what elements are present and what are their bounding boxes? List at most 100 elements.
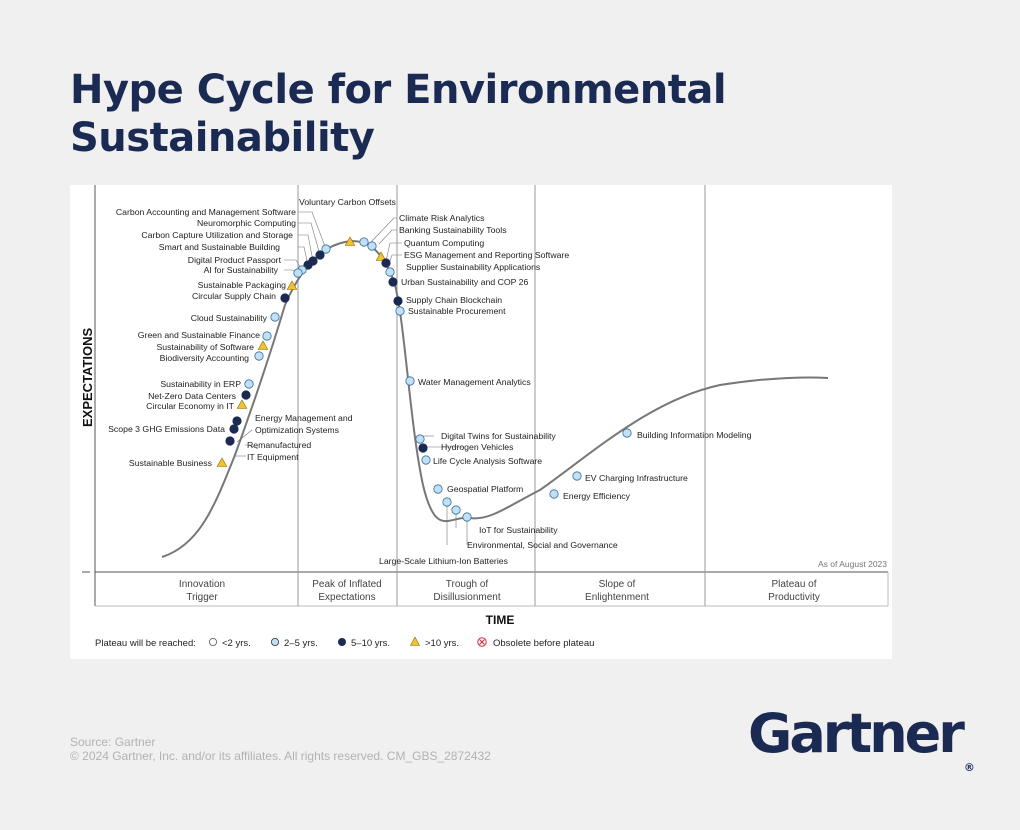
tech-label: AI for Sustainability <box>204 265 279 275</box>
marker-triangle-icon <box>286 280 298 290</box>
phase-label-5b: Productivity <box>768 592 820 603</box>
gartner-logo: Gartner® <box>748 702 975 775</box>
marker-light-blue-circle-icon <box>359 237 369 247</box>
legend-label: Plateau will be reached: <box>95 638 196 649</box>
tech-label: Water Management Analytics <box>418 377 531 387</box>
marker-light-blue-circle-icon <box>254 351 264 361</box>
tech-label: Energy Efficiency <box>563 491 631 501</box>
marker-triangle-icon <box>216 457 228 467</box>
registered-mark: ® <box>963 761 975 774</box>
legend-circle-white-icon <box>208 637 217 646</box>
tech-label: Climate Risk Analytics <box>399 213 485 223</box>
tech-label: Carbon Accounting and Management Softwar… <box>116 207 296 217</box>
marker-light-blue-circle-icon <box>395 306 405 316</box>
phase-label-2b: Expectations <box>318 592 375 603</box>
phase-label-1: Innovation <box>179 579 225 590</box>
tech-label: Sustainability of Software <box>156 342 254 352</box>
marker-navy-circle-icon <box>241 390 251 400</box>
x-axis-label: TIME <box>486 613 515 627</box>
tech-label: EV Charging Infrastructure <box>585 473 688 483</box>
marker-light-blue-circle-icon <box>321 244 331 254</box>
marker-navy-circle-icon <box>388 277 398 287</box>
tech-label: Building Information Modeling <box>637 430 752 440</box>
marker-navy-circle-icon <box>381 258 391 268</box>
source-note: Source: Gartner © 2024 Gartner, Inc. and… <box>70 735 491 763</box>
tech-label: Supplier Sustainability Applications <box>406 262 541 272</box>
copyright-text: © 2024 Gartner, Inc. and/or its affiliat… <box>70 749 491 763</box>
phase-label-1b: Trigger <box>186 592 218 603</box>
tech-label: Biodiversity Accounting <box>160 353 250 363</box>
tech-label: Scope 3 GHG Emissions Data <box>108 424 225 434</box>
legend-item-label: <2 yrs. <box>222 638 251 649</box>
tech-label: Life Cycle Analysis Software <box>433 456 542 466</box>
tech-label: IT Equipment <box>247 452 299 462</box>
phase-label-4b: Enlightenment <box>585 592 649 603</box>
y-axis-label: EXPECTATIONS <box>80 327 95 427</box>
marker-light-blue-circle-icon <box>622 428 632 438</box>
legend-item-label: >10 yrs. <box>425 638 459 649</box>
tech-label: Circular Supply Chain <box>192 291 276 301</box>
marker-triangle-icon <box>236 399 248 409</box>
tech-label: Green and Sustainable Finance <box>138 330 260 340</box>
tech-label: Banking Sustainability Tools <box>399 225 507 235</box>
legend: Plateau will be reached: <2 yrs. 2–5 yrs… <box>95 636 594 649</box>
legend-triangle-icon <box>410 636 420 646</box>
marker-triangle-icon <box>344 236 356 246</box>
tech-label: Large-Scale Lithium-Ion Batteries <box>379 556 509 566</box>
marker-light-blue-circle-icon <box>442 497 452 507</box>
tech-label: Remanufactured <box>247 440 311 450</box>
phase-label-3b: Disillusionment <box>433 592 500 603</box>
marker-light-blue-circle-icon <box>262 331 272 341</box>
legend-circle-navy-icon <box>337 637 346 646</box>
tech-label: Net-Zero Data Centers <box>148 391 237 401</box>
marker-light-blue-circle-icon <box>244 379 254 389</box>
leader-lines <box>234 211 468 545</box>
marker-light-blue-circle-icon <box>415 434 425 444</box>
tech-label: Quantum Computing <box>404 238 484 248</box>
marker-navy-circle-icon <box>280 293 290 303</box>
tech-label: Sustainable Packaging <box>198 280 287 290</box>
marker-light-blue-circle-icon <box>293 268 303 278</box>
page-title: Hype Cycle for Environmental Sustainabil… <box>70 67 727 161</box>
tech-label: Sustainable Business <box>129 458 213 468</box>
marker-light-blue-circle-icon <box>270 312 280 322</box>
tech-label: Cloud Sustainability <box>191 313 268 323</box>
tech-label: Smart and Sustainable Building <box>159 242 280 252</box>
marker-light-blue-circle-icon <box>367 241 377 251</box>
phase-label-5: Plateau of <box>771 579 816 590</box>
legend-item-label: 2–5 yrs. <box>284 638 318 649</box>
tech-label: Digital Product Passport <box>188 255 282 265</box>
marker-light-blue-circle-icon <box>385 267 395 277</box>
tech-label: Energy Management and <box>255 413 353 423</box>
legend-item-label: 5–10 yrs. <box>351 638 390 649</box>
marker-navy-circle-icon <box>229 424 239 434</box>
gartner-logo-text: Gartner <box>748 702 965 765</box>
marker-navy-circle-icon <box>315 250 325 260</box>
marker-navy-circle-icon <box>418 443 428 453</box>
marker-light-blue-circle-icon <box>405 376 415 386</box>
as-of-date: As of August 2023 <box>818 559 887 569</box>
tech-label: Circular Economy in IT <box>146 401 235 411</box>
legend-circle-light-blue-icon <box>270 637 279 646</box>
marker-triangle-icon <box>375 251 387 261</box>
tech-label: Geospatial Platform <box>447 484 523 494</box>
marker-light-blue-circle-icon <box>572 471 582 481</box>
tech-label: Voluntary Carbon Offsets <box>299 197 397 207</box>
tech-label: Hydrogen Vehicles <box>441 442 514 452</box>
marker-navy-circle-icon <box>232 416 242 426</box>
marker-navy-circle-icon <box>303 260 313 270</box>
marker-triangle-icon <box>257 340 269 350</box>
legend-obsolete-icon <box>477 637 487 647</box>
marker-navy-circle-icon <box>393 296 403 306</box>
phase-label-4: Slope of <box>599 579 636 590</box>
tech-label: Digital Twins for Sustainability <box>441 431 556 441</box>
tech-label: Optimization Systems <box>255 425 340 435</box>
marker-light-blue-circle-icon <box>433 484 443 494</box>
marker-light-blue-circle-icon <box>451 505 461 515</box>
tech-label: IoT for Sustainability <box>479 525 558 535</box>
legend-item-label: Obsolete before plateau <box>493 638 594 649</box>
tech-label: Carbon Capture Utilization and Storage <box>141 230 293 240</box>
hype-cycle-curve <box>161 240 829 558</box>
tech-label: Environmental, Social and Governance <box>467 540 618 550</box>
marker-light-blue-circle-icon <box>421 455 431 465</box>
